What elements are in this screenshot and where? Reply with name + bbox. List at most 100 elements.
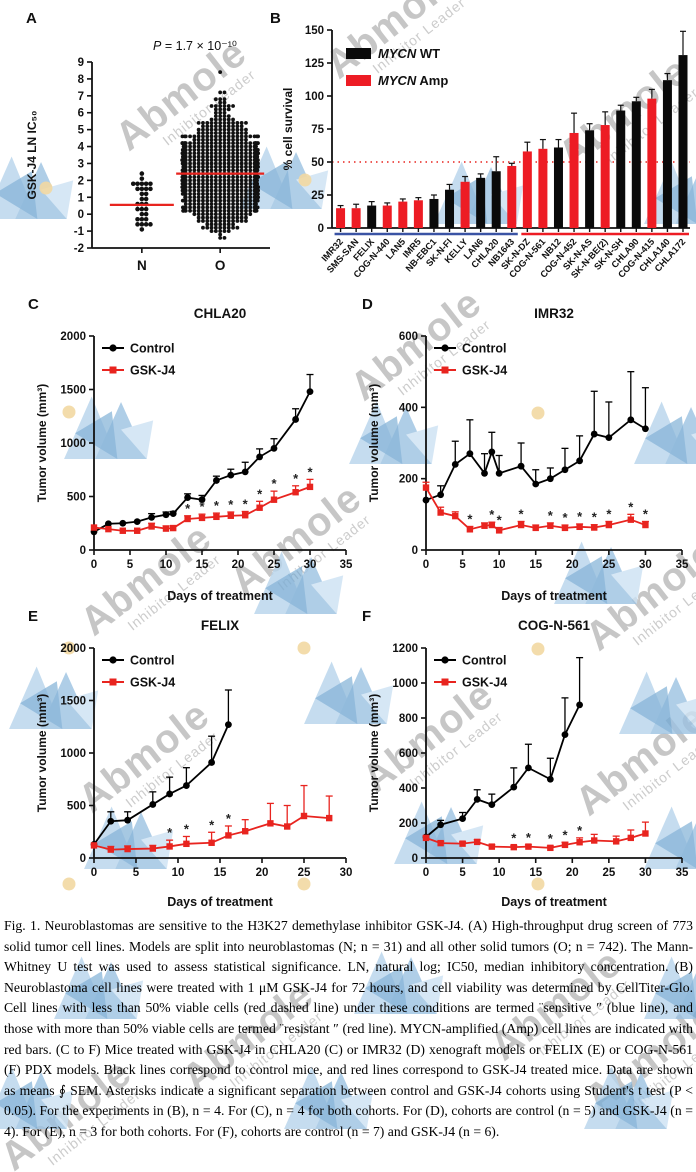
svg-text:25: 25	[602, 559, 615, 571]
panel-a-beeswarm-chart: -2 -1 0 1 2 3 4 5 6 7 8 9 N O GSK-J4 LN IC₅₀ P = 1.7 × …	[25, 39, 270, 273]
svg-text:15: 15	[529, 867, 542, 879]
svg-text:GSK-J4: GSK-J4	[462, 364, 507, 378]
svg-text:*: *	[548, 508, 554, 523]
chart-title: CHLA20	[194, 306, 247, 321]
svg-text:15: 15	[196, 559, 209, 571]
y-axis-label: Tumor volume (mm³)	[367, 694, 381, 812]
svg-text:50: 50	[311, 157, 324, 169]
svg-text:MYCN Amp: MYCN Amp	[378, 73, 448, 88]
axes: -2 -1 0 1 2 3 4 5 6 7 8 9 N O	[74, 57, 270, 273]
svg-text:30: 30	[304, 559, 317, 571]
svg-text:15: 15	[214, 867, 227, 879]
svg-text:-2: -2	[74, 243, 84, 255]
svg-text:20: 20	[232, 559, 245, 571]
panel-c-line-chart: 0 500 1000 1500 2000 0 5 10 15 20 25 30 35 CHLA20 Days…	[35, 306, 353, 603]
svg-text:30: 30	[639, 867, 652, 879]
svg-text:15: 15	[529, 559, 542, 571]
svg-text:*: *	[489, 507, 495, 522]
svg-text:*: *	[577, 509, 583, 524]
svg-text:30: 30	[639, 559, 652, 571]
y-axis-label: Tumor volume (mm³)	[367, 384, 381, 502]
x-axis-label: Days of treatment	[501, 895, 607, 909]
x-axis-label: Days of treatment	[501, 589, 607, 603]
svg-text:5: 5	[133, 867, 140, 879]
panel-f-label: F	[362, 608, 372, 625]
svg-text:20: 20	[256, 867, 269, 879]
svg-text:*: *	[592, 510, 598, 525]
svg-text:0: 0	[78, 209, 84, 221]
svg-text:10: 10	[160, 559, 173, 571]
svg-text:1000: 1000	[60, 438, 86, 450]
svg-text:20: 20	[566, 867, 579, 879]
svg-text:35: 35	[676, 867, 689, 879]
svg-text:25: 25	[311, 190, 324, 202]
svg-text:1500: 1500	[60, 385, 86, 397]
svg-text:2000: 2000	[60, 643, 86, 655]
svg-text:0: 0	[80, 853, 86, 865]
svg-text:-1: -1	[74, 226, 85, 238]
svg-text:1200: 1200	[392, 643, 418, 655]
legend: Control GSK-J4	[434, 342, 507, 378]
legend: Control GSK-J4	[102, 342, 175, 378]
svg-text:600: 600	[399, 748, 418, 760]
svg-text:10: 10	[493, 559, 506, 571]
svg-text:*: *	[562, 827, 568, 842]
svg-text:O: O	[215, 258, 226, 273]
svg-text:5: 5	[127, 559, 134, 571]
svg-text:800: 800	[399, 713, 418, 725]
svg-text:1000: 1000	[60, 748, 86, 760]
svg-text:*: *	[199, 499, 205, 514]
svg-text:2000: 2000	[60, 331, 86, 343]
svg-text:125: 125	[305, 58, 325, 70]
svg-text:*: *	[511, 830, 517, 845]
svg-text:*: *	[257, 486, 263, 501]
svg-text:Control: Control	[462, 342, 506, 356]
svg-text:0: 0	[412, 853, 418, 865]
svg-text:150: 150	[305, 25, 324, 37]
chart-title: COG-N-561	[518, 618, 591, 633]
group-n	[130, 171, 153, 232]
control-series	[422, 371, 649, 504]
svg-text:30: 30	[340, 867, 353, 879]
svg-text:0: 0	[423, 867, 429, 879]
svg-text:400: 400	[399, 402, 418, 414]
svg-text:GSK-J4: GSK-J4	[130, 364, 175, 378]
svg-text:*: *	[271, 476, 277, 491]
svg-text:GSK-J4: GSK-J4	[462, 676, 507, 690]
panel-a-label: A	[26, 10, 37, 27]
svg-text:0: 0	[80, 545, 86, 557]
legend: Control GSK-J4	[102, 654, 175, 690]
svg-text:10: 10	[172, 867, 185, 879]
chart-title: FELIX	[201, 618, 239, 633]
svg-text:Control: Control	[462, 654, 506, 668]
panel-b-label: B	[270, 10, 281, 27]
svg-text:3: 3	[78, 158, 84, 170]
svg-text:*: *	[519, 506, 525, 521]
svg-text:25: 25	[268, 559, 281, 571]
svg-text:*: *	[577, 823, 583, 838]
axes: 0 200 400 600 800 1000 1200 0 5 10 15 20 25 30 35	[392, 643, 689, 879]
svg-text:500: 500	[67, 801, 86, 813]
svg-text:7: 7	[78, 91, 84, 103]
svg-text:1: 1	[78, 192, 85, 204]
panel-b-bar-chart: 0 25 50 75 100 125 150 % cell survival IMR32SMS-…	[281, 25, 690, 280]
svg-text:*: *	[185, 501, 191, 516]
panel-d-label: D	[362, 296, 373, 313]
svg-text:6: 6	[78, 108, 84, 120]
svg-text:Control: Control	[130, 342, 174, 356]
svg-text:0: 0	[412, 545, 418, 557]
svg-text:9: 9	[78, 57, 84, 69]
y-axis-label: Tumor volume (mm³)	[35, 384, 49, 502]
svg-text:*: *	[214, 498, 220, 513]
svg-text:1000: 1000	[392, 678, 418, 690]
svg-text:N: N	[137, 258, 147, 273]
svg-text:*: *	[307, 464, 313, 479]
svg-text:*: *	[228, 497, 234, 512]
svg-text:0: 0	[91, 867, 97, 879]
panel-f-line-chart: 0 200 400 600 800 1000 1200 0 5 10 15 20 25 30 35 COG-N…	[367, 618, 689, 909]
svg-text:75: 75	[311, 124, 324, 136]
x-axis-label: Days of treatment	[167, 589, 273, 603]
panel-c-label: C	[28, 296, 39, 313]
svg-text:1500: 1500	[60, 696, 86, 708]
